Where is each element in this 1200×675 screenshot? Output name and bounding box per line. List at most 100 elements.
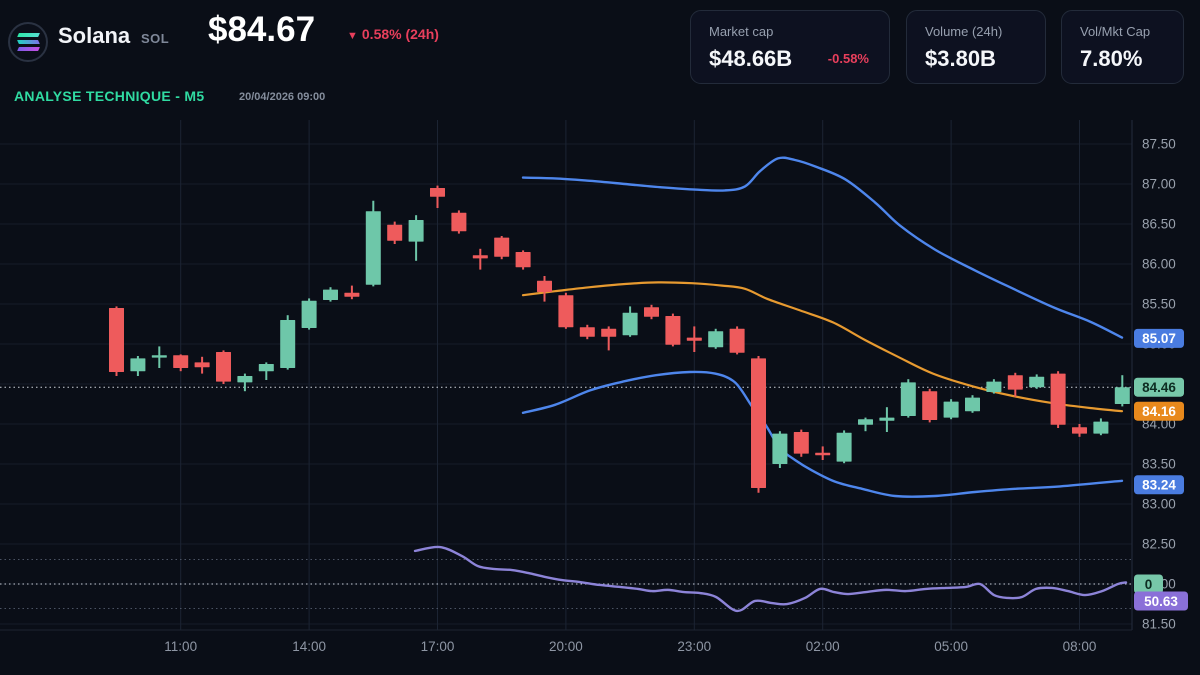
svg-text:50.63: 50.63 [1144, 594, 1178, 609]
candle-down [494, 237, 510, 257]
axis-labels-layer: 87.5087.0086.5086.0085.5085.0084.5084.00… [164, 137, 1175, 655]
svg-text:17:00: 17:00 [421, 639, 455, 654]
candle-down [1072, 427, 1087, 434]
candle-down [665, 316, 681, 345]
candle-down [1007, 375, 1023, 390]
price-change-24h: ▼ 0.58% (24h) [347, 26, 439, 42]
svg-text:81.50: 81.50 [1142, 617, 1176, 632]
volume-label: Volume (24h) [925, 24, 1003, 39]
candle-down [173, 355, 189, 368]
svg-text:84.46: 84.46 [1142, 380, 1176, 395]
down-arrow-icon: ▼ [347, 30, 358, 42]
vol-mkt-cap-label: Vol/Mkt Cap [1080, 24, 1151, 39]
volume-value: $3.80B [925, 46, 996, 71]
svg-text:86.00: 86.00 [1142, 257, 1176, 272]
solana-logo-icon [8, 22, 48, 62]
vol-mkt-cap-value: 7.80% [1080, 46, 1143, 71]
candle-up [280, 320, 296, 368]
candle-up [151, 355, 167, 358]
candle-down [472, 255, 488, 259]
svg-text:08:00: 08:00 [1063, 639, 1097, 654]
candle-up [301, 300, 317, 328]
svg-text:11:00: 11:00 [164, 639, 197, 654]
svg-text:14:00: 14:00 [292, 639, 326, 654]
candle-down [729, 328, 745, 353]
volume-card: Volume (24h) $3.80B [906, 10, 1046, 84]
svg-text:85.07: 85.07 [1142, 331, 1176, 346]
candle-down [430, 188, 445, 197]
svg-text:0: 0 [1145, 577, 1153, 592]
candle-down [815, 452, 831, 456]
analysis-title: ANALYSE TECHNIQUE - M5 [14, 88, 205, 104]
svg-text:84.16: 84.16 [1142, 404, 1176, 419]
market-cap-label: Market cap [709, 24, 774, 39]
price-badges-layer: 85.07 84.46 84.16 83.24 0 50.63 [1134, 328, 1188, 611]
candle-up [1114, 387, 1130, 404]
svg-text:02:00: 02:00 [806, 639, 840, 654]
candle-down [194, 362, 210, 368]
candle-up [943, 401, 959, 418]
oscillator-line [413, 545, 1128, 613]
svg-text:83.00: 83.00 [1142, 497, 1176, 512]
price-badge [1134, 377, 1184, 397]
candle-down [601, 328, 617, 337]
candle-down [1050, 373, 1066, 425]
grid-layer [0, 120, 1133, 631]
svg-text:05:00: 05:00 [934, 639, 968, 654]
chart-timestamp: 20/04/2026 09:00 [239, 91, 326, 103]
vol-mkt-cap-card: Vol/Mkt Cap 7.80% [1061, 10, 1184, 84]
candle-up [323, 289, 338, 300]
svg-text:85.50: 85.50 [1142, 297, 1176, 312]
svg-text:23:00: 23:00 [677, 639, 711, 654]
candle-up [622, 312, 638, 336]
candle-up [237, 376, 253, 383]
bollinger-middle-band [521, 281, 1124, 413]
price-change-text: 0.58% (24h) [361, 26, 439, 42]
oscillator-zero-badge [1134, 574, 1163, 594]
candle-down [686, 337, 702, 341]
candle-up [772, 433, 788, 464]
candle-down [537, 280, 552, 292]
svg-text:86.50: 86.50 [1142, 217, 1176, 232]
candle-up [836, 432, 852, 462]
price-badge [1134, 328, 1184, 348]
candles-layer [109, 185, 1130, 493]
price-badge [1134, 401, 1184, 421]
candle-up [858, 419, 873, 425]
candle-down [579, 327, 595, 337]
market-cap-card: Market cap $48.66B -0.58% [690, 10, 890, 84]
candle-down [216, 352, 231, 382]
svg-text:83.50: 83.50 [1142, 457, 1176, 472]
coin-ticker: SOL [141, 31, 170, 46]
candle-down [451, 212, 467, 232]
candle-up [986, 381, 1002, 392]
coin-name: Solana [58, 23, 131, 48]
oscillator-value-badge [1134, 591, 1188, 611]
svg-text:82.50: 82.50 [1142, 537, 1176, 552]
svg-text:87.00: 87.00 [1142, 177, 1176, 192]
candle-up [708, 331, 724, 348]
svg-text:20:00: 20:00 [549, 639, 583, 654]
bollinger-upper-band [521, 156, 1124, 339]
header: Solana SOL $84.67 ▼ 0.58% (24h) ANALYSE T… [0, 0, 1200, 120]
candle-down [109, 308, 124, 372]
svg-text:87.50: 87.50 [1142, 137, 1176, 152]
price-badge [1134, 475, 1184, 495]
candle-down [644, 307, 659, 317]
candle-down [751, 358, 766, 488]
candle-up [1029, 376, 1045, 388]
candle-up [965, 397, 980, 412]
candle-up [1093, 421, 1109, 434]
market-cap-value: $48.66B [709, 46, 793, 71]
svg-text:83.24: 83.24 [1142, 478, 1176, 493]
candle-up [365, 211, 381, 285]
candle-up [900, 382, 916, 416]
candle-down [344, 292, 360, 297]
candle-down [793, 432, 809, 454]
current-price: $84.67 [208, 10, 316, 49]
candle-down [515, 252, 531, 268]
market-cap-change: -0.58% [827, 51, 869, 66]
candle-up [258, 364, 274, 372]
candle-up [130, 358, 146, 372]
